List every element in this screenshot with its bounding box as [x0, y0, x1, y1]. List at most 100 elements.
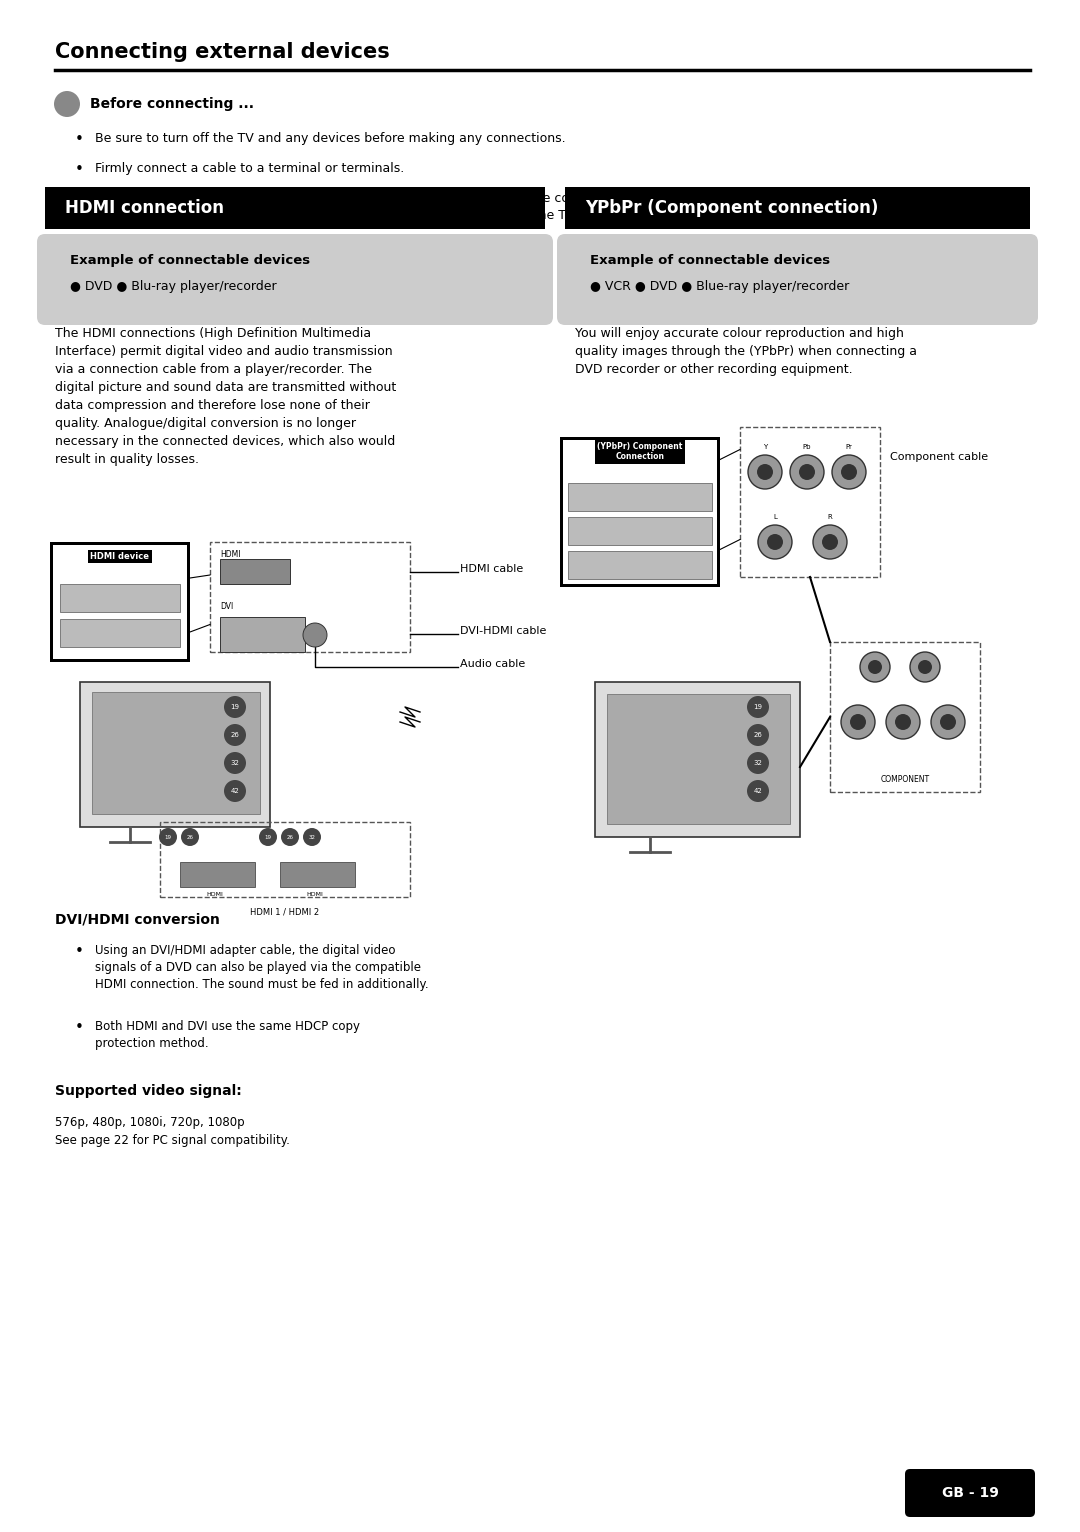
Text: HDMI: HDMI	[220, 550, 241, 559]
Circle shape	[54, 90, 80, 116]
Text: •: •	[75, 192, 84, 207]
Text: DVI-HDMI cable: DVI-HDMI cable	[460, 627, 546, 636]
Text: 32: 32	[309, 835, 315, 840]
Circle shape	[224, 725, 246, 746]
Circle shape	[747, 696, 769, 719]
Circle shape	[281, 827, 299, 846]
Text: (YPbPr) Component
Connection: (YPbPr) Component Connection	[597, 443, 683, 461]
Circle shape	[748, 455, 782, 489]
Text: ● VCR ● DVD ● Blue-ray player/recorder: ● VCR ● DVD ● Blue-ray player/recorder	[590, 280, 849, 293]
Text: Y: Y	[762, 444, 767, 450]
Text: 19: 19	[754, 705, 762, 709]
Text: ● DVD ● Blu-ray player/recorder: ● DVD ● Blu-ray player/recorder	[70, 280, 276, 293]
Text: You will enjoy accurate colour reproduction and high
quality images through the : You will enjoy accurate colour reproduct…	[575, 326, 917, 375]
FancyBboxPatch shape	[50, 542, 190, 662]
FancyBboxPatch shape	[60, 584, 180, 611]
Circle shape	[758, 525, 792, 559]
Circle shape	[757, 464, 773, 480]
Text: Firmly connect a cable to a terminal or terminals.: Firmly connect a cable to a terminal or …	[95, 162, 404, 175]
Circle shape	[813, 525, 847, 559]
FancyBboxPatch shape	[568, 516, 712, 545]
Circle shape	[259, 827, 276, 846]
FancyBboxPatch shape	[37, 234, 553, 325]
Circle shape	[789, 455, 824, 489]
Text: 26: 26	[286, 835, 294, 840]
Text: DVI/HDMI conversion: DVI/HDMI conversion	[55, 912, 220, 925]
Text: HDMI: HDMI	[206, 892, 224, 898]
Text: Using an DVI/HDMI adapter cable, the digital video
signals of a DVD can also be : Using an DVI/HDMI adapter cable, the dig…	[95, 944, 429, 991]
Circle shape	[841, 705, 875, 738]
Text: HDMI device: HDMI device	[91, 552, 149, 561]
Text: •: •	[75, 1020, 84, 1036]
Circle shape	[868, 660, 882, 674]
FancyBboxPatch shape	[561, 437, 720, 587]
Text: Supported video signal:: Supported video signal:	[55, 1085, 242, 1098]
Circle shape	[224, 780, 246, 801]
Text: 26: 26	[230, 732, 240, 738]
Text: Component cable: Component cable	[890, 452, 988, 463]
Text: 19: 19	[164, 835, 172, 840]
Circle shape	[940, 714, 956, 731]
Circle shape	[747, 725, 769, 746]
Circle shape	[181, 827, 199, 846]
Text: 32: 32	[754, 760, 762, 766]
Text: The HDMI connections (High Definition Multimedia
Interface) permit digital video: The HDMI connections (High Definition Mu…	[55, 326, 396, 466]
Circle shape	[747, 780, 769, 801]
Text: Example of connectable devices: Example of connectable devices	[590, 254, 831, 267]
Text: Both HDMI and DVI use the same HDCP copy
protection method.: Both HDMI and DVI use the same HDCP copy…	[95, 1020, 360, 1049]
Text: •: •	[75, 132, 84, 147]
FancyBboxPatch shape	[45, 187, 545, 228]
FancyBboxPatch shape	[60, 619, 180, 647]
Text: HDMI: HDMI	[307, 892, 323, 898]
Text: DVI: DVI	[220, 602, 233, 611]
Circle shape	[841, 464, 858, 480]
Text: 42: 42	[231, 787, 240, 794]
Circle shape	[303, 624, 327, 647]
FancyBboxPatch shape	[53, 545, 187, 659]
Text: Connecting external devices: Connecting external devices	[55, 41, 390, 61]
Circle shape	[747, 752, 769, 774]
Circle shape	[303, 827, 321, 846]
Text: HDMI 1 / HDMI 2: HDMI 1 / HDMI 2	[251, 907, 320, 916]
FancyBboxPatch shape	[220, 559, 291, 584]
FancyBboxPatch shape	[607, 694, 789, 824]
FancyBboxPatch shape	[905, 1469, 1035, 1517]
Text: L: L	[773, 515, 777, 519]
FancyBboxPatch shape	[568, 483, 712, 512]
FancyBboxPatch shape	[565, 187, 1030, 228]
Text: Pb: Pb	[802, 444, 811, 450]
Text: 42: 42	[754, 787, 762, 794]
Text: Carefully read the operation manual of each external device for possible connect: Carefully read the operation manual of e…	[95, 192, 789, 222]
Text: 19: 19	[230, 705, 240, 709]
Text: 26: 26	[187, 835, 193, 840]
Text: Example of connectable devices: Example of connectable devices	[70, 254, 310, 267]
Text: Audio cable: Audio cable	[460, 659, 525, 669]
FancyBboxPatch shape	[568, 552, 712, 579]
Text: 576p, 480p, 1080i, 720p, 1080p
See page 22 for PC signal compatibility.: 576p, 480p, 1080i, 720p, 1080p See page …	[55, 1115, 289, 1147]
Circle shape	[931, 705, 966, 738]
Text: Be sure to turn off the TV and any devices before making any connections.: Be sure to turn off the TV and any devic…	[95, 132, 566, 146]
Circle shape	[224, 752, 246, 774]
Text: 32: 32	[230, 760, 240, 766]
FancyBboxPatch shape	[80, 682, 270, 827]
FancyBboxPatch shape	[563, 440, 717, 584]
Circle shape	[224, 696, 246, 719]
Circle shape	[918, 660, 932, 674]
FancyBboxPatch shape	[280, 863, 355, 887]
Text: HDMI cable: HDMI cable	[460, 564, 523, 574]
Circle shape	[910, 653, 940, 682]
Circle shape	[822, 535, 838, 550]
Circle shape	[850, 714, 866, 731]
Circle shape	[832, 455, 866, 489]
Circle shape	[860, 653, 890, 682]
Text: GB - 19: GB - 19	[942, 1486, 998, 1500]
Circle shape	[767, 535, 783, 550]
Text: Audio cable: Audio cable	[620, 552, 685, 562]
FancyBboxPatch shape	[180, 863, 255, 887]
Circle shape	[159, 827, 177, 846]
Text: COMPONENT: COMPONENT	[880, 775, 930, 784]
Text: 19: 19	[265, 835, 271, 840]
Circle shape	[895, 714, 912, 731]
Circle shape	[799, 464, 815, 480]
Text: Before connecting ...: Before connecting ...	[90, 97, 254, 110]
